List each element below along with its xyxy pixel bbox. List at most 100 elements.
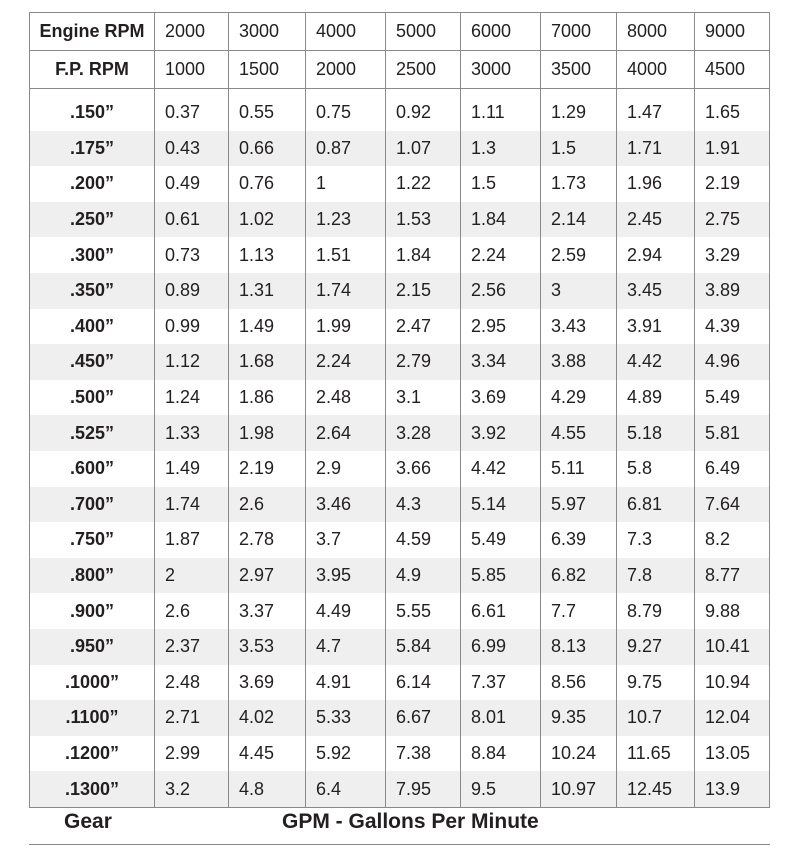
- table-cell: 2.24: [460, 237, 541, 273]
- table-row: .200” 0.49 0.76 1 1.22 1.5 1.73 1.96 2.19: [29, 166, 770, 202]
- table-cell: 1.02: [228, 201, 306, 238]
- table-cell: 4000: [305, 12, 386, 51]
- table-cell: 2.19: [694, 166, 770, 202]
- row-label: .450”: [29, 344, 155, 380]
- table-cell: 1.07: [385, 130, 461, 167]
- table-cell: 5.18: [616, 415, 695, 451]
- table-cell: 3.66: [385, 450, 461, 487]
- table-cell: 1.96: [616, 166, 695, 202]
- table-row: .1000” 2.48 3.69 4.91 6.14 7.37 8.56 9.75 10.94: [29, 664, 770, 701]
- table-cell: 4.8: [228, 771, 306, 808]
- table-cell: 4.3: [385, 486, 461, 523]
- row-label: .1300”: [29, 771, 155, 808]
- table-cell: 8.13: [540, 628, 617, 665]
- table-row: .1100” 2.71 4.02 5.33 6.67 8.01 9.35 10.7 12.04: [29, 700, 770, 736]
- row-label: .400”: [29, 308, 155, 345]
- table-cell: 4.42: [460, 450, 541, 487]
- table-cell: 2.79: [385, 344, 461, 380]
- table-cell: 5.33: [305, 700, 386, 736]
- table-cell: 1.23: [305, 201, 386, 238]
- table-cell: 1.65: [694, 88, 770, 131]
- table-cell: 4.39: [694, 308, 770, 345]
- table-cell: 13.05: [694, 735, 770, 772]
- header-row: F.P. RPM 1000 1500 2000 2500 3000 3500 4000 4500: [29, 50, 770, 89]
- row-label: .1000”: [29, 664, 155, 701]
- table-cell: 0.99: [154, 308, 229, 345]
- table-cell: 0.89: [154, 272, 229, 309]
- table-cell: 2.37: [154, 628, 229, 665]
- table-cell: 1.53: [385, 201, 461, 238]
- table-cell: 9000: [694, 12, 770, 51]
- table-cell: 2.95: [460, 308, 541, 345]
- row-label: .900”: [29, 593, 155, 629]
- table-cell: 1.86: [228, 379, 306, 416]
- table-cell: 2000: [154, 12, 229, 51]
- table-cell: 2.15: [385, 272, 461, 309]
- table-cell: 3: [540, 272, 617, 309]
- row-label: .350”: [29, 272, 155, 309]
- table-cell: 1: [305, 166, 386, 202]
- table-cell: 2: [154, 557, 229, 594]
- table-cell: 4.49: [305, 593, 386, 629]
- table-row: .1300” 3.2 4.8 6.4 7.95 9.5 10.97 12.45 13.9: [29, 771, 770, 808]
- table-cell: 9.35: [540, 700, 617, 736]
- table-cell: 1.3: [460, 130, 541, 167]
- table-cell: 7000: [540, 12, 617, 51]
- table-cell: 7.7: [540, 593, 617, 629]
- table-cell: 7.8: [616, 557, 695, 594]
- row-label: .800”: [29, 557, 155, 594]
- table-row: .150” 0.37 0.55 0.75 0.92 1.11 1.29 1.47 1.65: [29, 88, 770, 131]
- table-row: .800” 2 2.97 3.95 4.9 5.85 6.82 7.8 8.77: [29, 557, 770, 594]
- row-label: .600”: [29, 450, 155, 487]
- table-row: .950” 2.37 3.53 4.7 5.84 6.99 8.13 9.27 10.41: [29, 628, 770, 665]
- table-cell: 1.71: [616, 130, 695, 167]
- table-cell: 3.92: [460, 415, 541, 451]
- table-cell: 2.94: [616, 237, 695, 273]
- table-cell: 2.48: [305, 379, 386, 416]
- table-cell: 3.91: [616, 308, 695, 345]
- table-row: .700” 1.74 2.6 3.46 4.3 5.14 5.97 6.81 7.64: [29, 486, 770, 523]
- table-cell: 1.47: [616, 88, 695, 131]
- table-cell: 3500: [540, 50, 617, 89]
- table-cell: 8.2: [694, 522, 770, 558]
- table-cell: 8.77: [694, 557, 770, 594]
- table-cell: 3.53: [228, 628, 306, 665]
- table-cell: 5.84: [385, 628, 461, 665]
- table-row: .350” 0.89 1.31 1.74 2.15 2.56 3 3.45 3.89: [29, 272, 770, 309]
- table-cell: 1.5: [460, 166, 541, 202]
- row-label: .700”: [29, 486, 155, 523]
- table-body: Engine RPM 2000 3000 4000 5000 6000 7000 8000 90…: [29, 12, 770, 808]
- table-cell: 8000: [616, 12, 695, 51]
- table-cell: 5000: [385, 12, 461, 51]
- table-row: .175” 0.43 0.66 0.87 1.07 1.3 1.5 1.71 1.91: [29, 130, 770, 167]
- table-cell: 6.99: [460, 628, 541, 665]
- table-cell: 2.45: [616, 201, 695, 238]
- table-cell: 3.29: [694, 237, 770, 273]
- table-cell: 1.31: [228, 272, 306, 309]
- table-cell: 1000: [154, 50, 229, 89]
- table-cell: 6.81: [616, 486, 695, 523]
- table-cell: 2.6: [228, 486, 306, 523]
- table-cell: 1.5: [540, 130, 617, 167]
- table-cell: 2.9: [305, 450, 386, 487]
- table-cell: 7.37: [460, 664, 541, 701]
- row-label: .525”: [29, 415, 155, 451]
- row-label: .500”: [29, 379, 155, 416]
- row-label: .150”: [29, 88, 155, 131]
- table-cell: 4.42: [616, 344, 695, 380]
- table-cell: 10.41: [694, 628, 770, 665]
- table-cell: 3.69: [228, 664, 306, 701]
- table-cell: 2.59: [540, 237, 617, 273]
- table-cell: 3.46: [305, 486, 386, 523]
- row-label: Engine RPM: [29, 12, 155, 51]
- table-cell: 0.66: [228, 130, 306, 167]
- table-cell: 3.28: [385, 415, 461, 451]
- table-cell: 2500: [385, 50, 461, 89]
- bottom-rule: [29, 844, 770, 845]
- table-cell: 1.13: [228, 237, 306, 273]
- table-cell: 4.02: [228, 700, 306, 736]
- table-cell: 1.29: [540, 88, 617, 131]
- table-cell: 1.84: [460, 201, 541, 238]
- table-cell: 0.49: [154, 166, 229, 202]
- table-cell: 5.8: [616, 450, 695, 487]
